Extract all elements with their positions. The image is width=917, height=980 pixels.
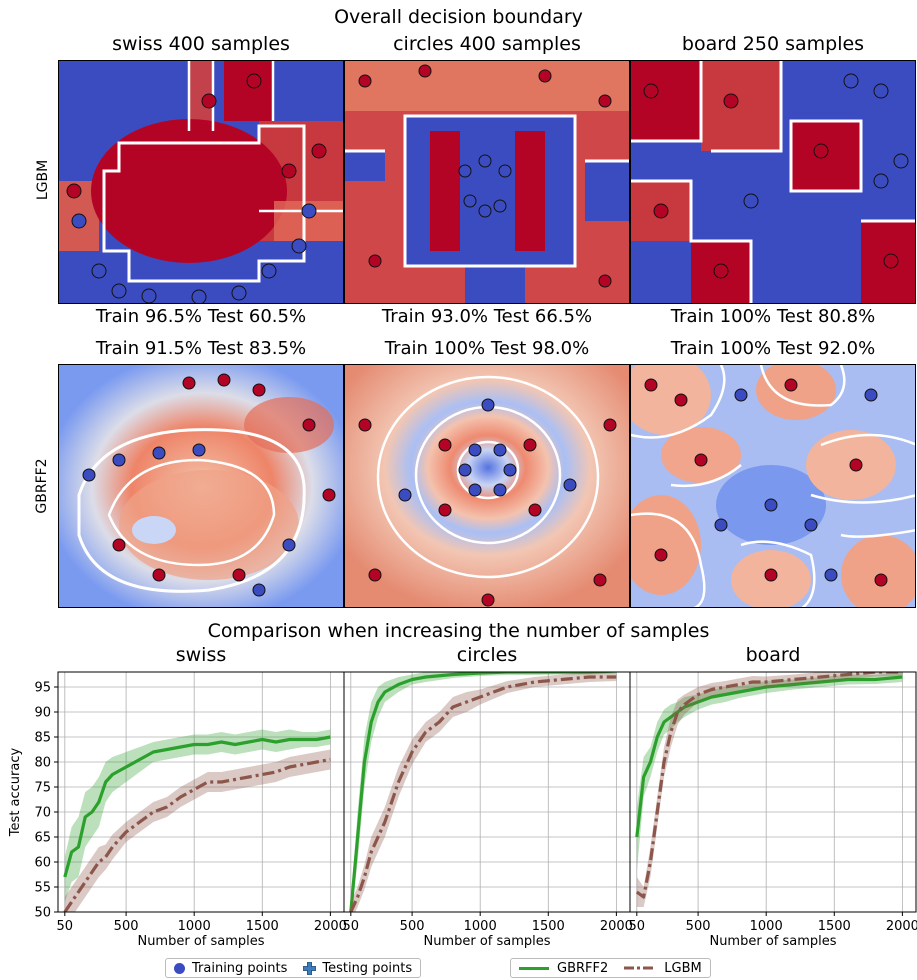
band-lgbm: [64, 749, 331, 912]
x-tick-label: 1500: [818, 919, 851, 934]
x-tick-label: 500: [686, 919, 711, 934]
line-gbrff2: [349, 672, 617, 912]
gbrff2-circles-map: [345, 365, 629, 607]
col-title-swiss: swiss 400 samples: [112, 33, 290, 55]
y-tick-label: 80: [34, 756, 51, 771]
legend-lines: GBRFF2 LGBM: [510, 958, 711, 978]
chart-board: 50 500 1000 1500 2000 Number of samples: [629, 671, 917, 949]
band-gbrff2: [636, 672, 903, 872]
band-gbrff2: [350, 672, 617, 912]
x-tick-label: 50: [629, 919, 646, 934]
green-line-icon: [519, 966, 549, 970]
lgbm-swiss-panel: [58, 60, 344, 304]
line-lgbm: [635, 672, 903, 899]
band-gbrff2: [64, 729, 331, 902]
y-tick-label: 95: [34, 681, 51, 696]
legend-points: Training points Testing points: [165, 958, 422, 978]
legend-item-gbrff2: GBRFF2: [519, 961, 608, 976]
blue-circle-icon: [174, 962, 185, 974]
legend-item-training: Training points: [174, 961, 287, 976]
brown-dashed-line-icon: [624, 966, 654, 970]
line-gbrff2: [635, 675, 903, 838]
lgbm-board-map: [631, 61, 915, 303]
gbrff2-circles-panel: [344, 364, 630, 608]
y-tick-label: 60: [34, 856, 51, 871]
col-title-circles: circles 400 samples: [393, 33, 581, 55]
chart-title-swiss: swiss: [175, 644, 227, 666]
x-tick-label: 2000: [886, 919, 917, 934]
gbrff2-board-map: [631, 365, 915, 607]
legend-label-lgbm: LGBM: [664, 960, 702, 976]
gbrff2-swiss-score: Train 91.5% Test 83.5%: [95, 338, 307, 359]
x-tick-label: 1500: [246, 919, 279, 934]
x-axis-label: Number of samples: [709, 934, 836, 949]
x-tick-label: 1000: [750, 919, 783, 934]
y-tick-label: 70: [34, 806, 51, 821]
lgbm-circles-panel: [344, 60, 630, 304]
axes-frame: [629, 671, 917, 913]
legend-label-testing: Testing points: [322, 960, 413, 976]
gbrff2-circles-score: Train 100% Test 98.0%: [384, 338, 590, 359]
y-tick-label: 75: [34, 781, 51, 796]
x-axis-label: Number of samples: [137, 934, 264, 949]
lgbm-board-score: Train 100% Test 80.8%: [670, 306, 876, 327]
blue-plus-icon: [303, 961, 317, 975]
chart-title-board: board: [745, 644, 801, 666]
legend-label-gbrff2: GBRFF2: [557, 960, 609, 976]
y-tick-label: 50: [34, 906, 51, 921]
x-tick-label: 2000: [314, 919, 347, 934]
gbrff2-board-panel: [630, 364, 916, 608]
lgbm-swiss-map: [59, 61, 343, 303]
x-tick-label: 50: [343, 919, 360, 934]
col-title-board: board 250 samples: [681, 33, 865, 55]
legend-item-lgbm: LGBM: [624, 960, 702, 976]
line-lgbm: [349, 675, 617, 912]
x-tick-label: 50: [57, 919, 74, 934]
chart-swiss: 50 500 1000 1500 2000 Number of samples 50 55 60…: [8, 671, 347, 949]
x-tick-label: 2000: [600, 919, 633, 934]
y-tick-label: 55: [34, 881, 51, 896]
bottom-suptitle: Comparison when increasing the number of…: [207, 620, 710, 642]
lgbm-circles-map: [345, 61, 629, 303]
row-label-gbrff2: GBRFF2: [34, 458, 50, 514]
y-tick-label: 90: [34, 706, 51, 721]
x-axis-label: Number of samples: [423, 934, 550, 949]
x-tick-label: 1000: [464, 919, 497, 934]
lgbm-board-panel: [630, 60, 916, 304]
gbrff2-swiss-panel: [58, 364, 344, 608]
gbrff2-board-score: Train 100% Test 92.0%: [670, 338, 876, 359]
legend-item-testing: Testing points: [303, 961, 412, 976]
axes-frame: [343, 671, 631, 913]
accuracy-charts: 50 500 1000 1500 2000 Number of samples 50 55 60…: [8, 671, 917, 949]
row-label-lgbm: LGBM: [35, 159, 51, 201]
gbrff2-swiss-map: [59, 365, 343, 607]
x-tick-label: 1500: [532, 919, 565, 934]
line-gbrff2: [63, 735, 331, 878]
lgbm-swiss-score: Train 96.5% Test 60.5%: [95, 306, 307, 327]
legend-label-training: Training points: [192, 960, 288, 976]
top-suptitle: Overall decision boundary: [334, 6, 583, 28]
lgbm-circles-score: Train 93.0% Test 66.5%: [381, 306, 593, 327]
x-tick-label: 1000: [178, 919, 211, 934]
chart-circles: 50 500 1000 1500 2000 Number of samples: [343, 671, 633, 949]
x-tick-label: 500: [400, 919, 425, 934]
chart-title-circles: circles: [456, 644, 518, 666]
y-tick-label: 85: [34, 731, 51, 746]
y-axis-label: Test accuracy: [8, 748, 23, 838]
x-tick-label: 500: [114, 919, 139, 934]
band-lgbm: [350, 672, 617, 912]
y-tick-label: 65: [34, 831, 51, 846]
line-lgbm: [63, 757, 331, 912]
